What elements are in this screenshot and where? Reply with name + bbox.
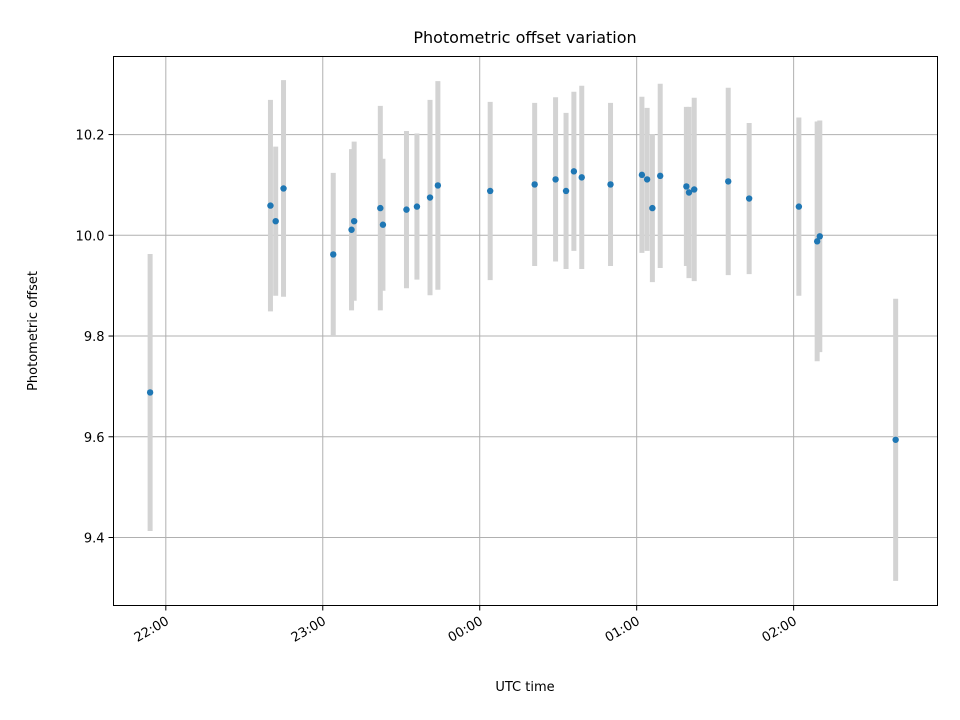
data-point [330, 251, 337, 258]
chart-title: Photometric offset variation [413, 28, 636, 47]
data-point [892, 436, 899, 443]
data-point [649, 204, 656, 212]
data-point [578, 174, 585, 181]
x-tick-label: 00:00 [446, 614, 486, 646]
data-point [426, 194, 434, 201]
x-tick-label: 01:00 [603, 614, 643, 646]
data-point [657, 172, 664, 180]
data-point [350, 218, 358, 225]
data-point [348, 226, 355, 233]
data-point [685, 189, 693, 196]
data-point [795, 203, 803, 210]
x-tick-label: 23:00 [289, 614, 329, 646]
data-point [403, 206, 410, 213]
data-point [816, 233, 823, 240]
x-tick-label: 22:00 [132, 614, 172, 646]
data-point [813, 238, 821, 245]
data-point [267, 202, 274, 209]
data-point [691, 186, 698, 193]
y-tick-label: 9.8 [84, 330, 105, 345]
grid-layer [113, 56, 938, 606]
y-tick-label: 10.2 [76, 129, 105, 144]
data-point [643, 176, 651, 183]
x-tick-label: 02:00 [760, 614, 800, 646]
data-point [725, 178, 732, 185]
data-point [683, 183, 690, 190]
point-layer [146, 168, 899, 443]
data-point [379, 221, 387, 228]
data-point [377, 204, 384, 212]
data-point [745, 195, 753, 202]
x-axis-label: UTC time [495, 680, 554, 695]
data-point [146, 389, 154, 396]
data-point [272, 218, 279, 225]
data-point [562, 187, 570, 195]
data-point [570, 168, 578, 175]
data-point [552, 176, 559, 183]
data-point [607, 181, 614, 188]
data-point [280, 185, 287, 192]
data-point [413, 203, 421, 210]
data-point [531, 181, 538, 188]
y-tick-label: 10.0 [76, 229, 105, 244]
data-point [434, 182, 442, 189]
y-axis-label: Photometric offset [26, 271, 41, 391]
y-tick-label: 9.6 [84, 431, 105, 446]
data-point [638, 171, 646, 179]
plot-frame [113, 56, 938, 606]
y-tick-label: 9.4 [84, 532, 105, 547]
errorbar-layer [147, 80, 899, 581]
data-point [486, 187, 494, 195]
